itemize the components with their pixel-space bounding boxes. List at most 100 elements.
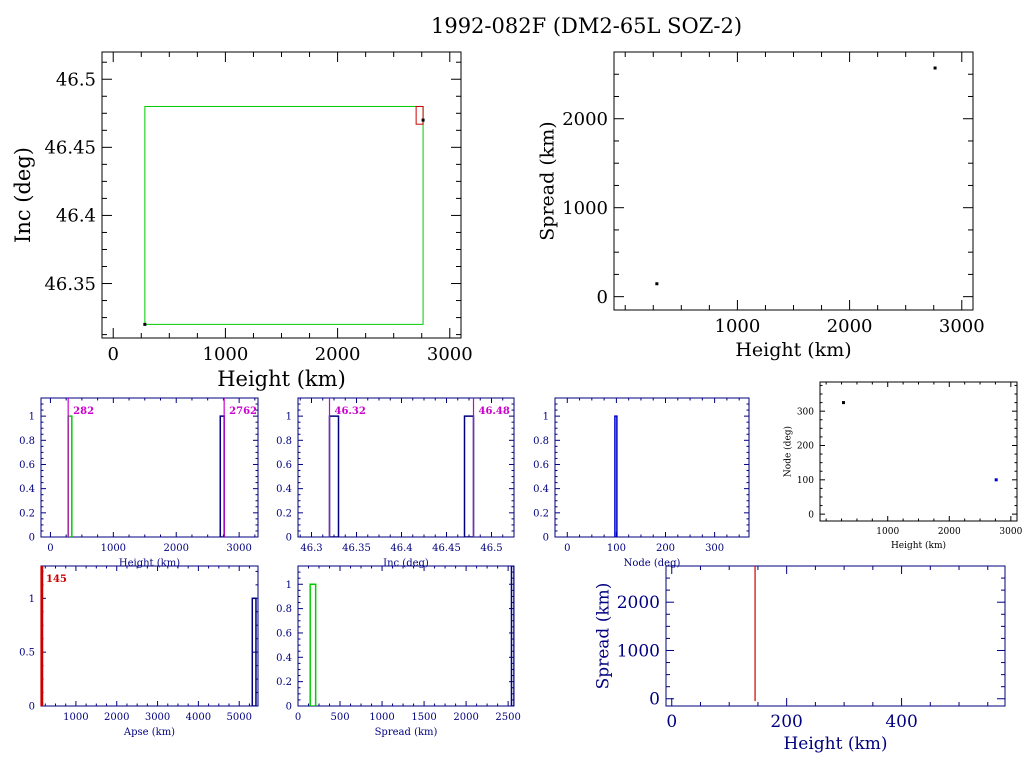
x-tick-label: 3000 bbox=[145, 712, 170, 723]
y-tick-label: 0.2 bbox=[276, 508, 292, 519]
data-marks bbox=[614, 415, 618, 537]
x-tick-label: 3000 bbox=[939, 316, 985, 337]
x-tick-label: 46.45 bbox=[432, 543, 461, 554]
chart-hist-spread: 0 500 1000 1500 2000 2500 0 0.2 0.4 0.6 0.8 1 Spread… bbox=[276, 565, 521, 738]
y-axis-label: Spread (km) bbox=[537, 121, 559, 240]
x-tick-label: 0 bbox=[564, 543, 570, 554]
plot-frame bbox=[819, 381, 1018, 522]
x-tick-label: 1000 bbox=[715, 316, 761, 337]
y-tick-label: 0.4 bbox=[533, 484, 549, 495]
x-tick-label: 300 bbox=[705, 543, 724, 554]
x-tick-label: 3000 bbox=[427, 344, 473, 365]
x-tick-label: 1000 bbox=[876, 527, 899, 537]
x-tick-label: 1000 bbox=[369, 712, 394, 723]
y-tick-label: 1 bbox=[286, 412, 292, 423]
hist-bar bbox=[251, 597, 257, 706]
x-tick-label: 1000 bbox=[63, 712, 88, 723]
y-tick-label: 1 bbox=[29, 594, 35, 605]
x-tick-label: 4000 bbox=[186, 712, 211, 723]
y-tick-label: 1 bbox=[543, 412, 549, 423]
chart-node-height: 1000 2000 3000 0 100 200 300 Height (km) Node (d… bbox=[783, 381, 1023, 551]
page-title: 1992-082F (DM2-65L SOZ-2) bbox=[430, 14, 743, 38]
x-tick-label: 1000 bbox=[101, 543, 126, 554]
x-tick-label: 46.5 bbox=[480, 543, 502, 554]
data-marks bbox=[328, 415, 475, 537]
x-axis-label: Node (deg) bbox=[624, 558, 681, 569]
hist-bar bbox=[463, 415, 475, 537]
x-tick-label: 0 bbox=[107, 344, 118, 365]
y-tick-label: 46.45 bbox=[44, 138, 96, 159]
x-tick-label: 400 bbox=[885, 712, 917, 732]
data-marks bbox=[842, 401, 998, 482]
y-axis-label: Node (deg) bbox=[783, 426, 794, 477]
range-box bbox=[415, 105, 424, 125]
x-tick-label: 1000 bbox=[203, 344, 249, 365]
y-tick-label: 300 bbox=[797, 407, 814, 417]
chart-hist-height: 0 1000 2000 3000 0 0.2 0.4 0.6 0.8 1 Height (km) 28… bbox=[19, 397, 259, 569]
y-tick-label: 1000 bbox=[617, 641, 660, 661]
y-tick-label: 0 bbox=[29, 533, 35, 544]
x-axis-label: Height (km) bbox=[783, 734, 887, 754]
plot-frame bbox=[297, 565, 515, 707]
data-marks bbox=[41, 566, 257, 706]
x-tick-label: 200 bbox=[656, 543, 675, 554]
y-tick-label: 46.35 bbox=[44, 274, 96, 295]
x-tick-label: 200 bbox=[770, 712, 802, 732]
chart-hist-inc: 46.3 46.35 46.4 46.45 46.5 0 0.2 0.4 0.6 0.8 1 Inc … bbox=[276, 397, 515, 569]
range-box bbox=[144, 105, 424, 325]
y-tick-label: 0.5 bbox=[19, 648, 35, 659]
x-tick-label: 2000 bbox=[104, 712, 129, 723]
y-tick-label: 0 bbox=[543, 533, 549, 544]
y-tick-label: 0.8 bbox=[19, 436, 35, 447]
x-axis-label: Apse (km) bbox=[123, 727, 175, 738]
data-marks bbox=[143, 105, 425, 326]
x-tick-label: 2000 bbox=[827, 316, 873, 337]
y-tick-label: 1 bbox=[286, 580, 292, 591]
x-axis-label: Height (km) bbox=[119, 558, 180, 569]
data-marks bbox=[67, 415, 225, 537]
x-tick-label: 46.3 bbox=[300, 543, 322, 554]
y-tick-label: 0 bbox=[808, 510, 814, 520]
x-axis-label: Height (km) bbox=[735, 339, 851, 361]
chart-inc-height: 0 1000 2000 3000 46.35 46.4 46.45 46.5 Height (k… bbox=[11, 51, 473, 391]
y-tick-label: 0.6 bbox=[276, 628, 292, 639]
y-tick-label: 0 bbox=[286, 702, 292, 713]
y-axis-label: Inc (deg) bbox=[11, 147, 35, 243]
x-tick-label: 100 bbox=[607, 543, 626, 554]
data-point bbox=[421, 118, 425, 122]
y-tick-label: 0.8 bbox=[533, 436, 549, 447]
y-tick-label: 2000 bbox=[562, 109, 608, 130]
y-tick-label: 0.8 bbox=[276, 436, 292, 447]
y-tick-label: 100 bbox=[797, 476, 814, 486]
marker-label: 145 bbox=[46, 574, 67, 585]
marker-label: 2762 bbox=[229, 406, 257, 417]
data-point bbox=[655, 282, 659, 286]
y-tick-label: 1 bbox=[29, 412, 35, 423]
data-point bbox=[143, 322, 147, 326]
hist-bar bbox=[510, 566, 514, 706]
x-axis-label: Height (km) bbox=[891, 540, 946, 551]
y-tick-label: 200 bbox=[797, 442, 814, 452]
plot-frame bbox=[554, 397, 750, 538]
y-tick-label: 0.6 bbox=[533, 460, 549, 471]
x-tick-label: 2000 bbox=[315, 344, 361, 365]
x-tick-label: 2000 bbox=[453, 712, 478, 723]
x-tick-label: 500 bbox=[330, 712, 349, 723]
y-tick-label: 0.4 bbox=[19, 484, 35, 495]
y-tick-label: 1000 bbox=[562, 198, 608, 219]
y-tick-label: 0.4 bbox=[276, 653, 292, 664]
hist-bar bbox=[328, 415, 340, 537]
x-tick-label: 3000 bbox=[999, 527, 1022, 537]
x-tick-label: 0 bbox=[47, 543, 53, 554]
plot-frame bbox=[40, 565, 259, 707]
marker-label: 46.32 bbox=[335, 406, 366, 417]
marker-label: 46.48 bbox=[479, 406, 510, 417]
x-tick-label: 2000 bbox=[938, 527, 961, 537]
y-tick-label: 0 bbox=[649, 690, 660, 710]
data-point bbox=[842, 401, 846, 405]
y-tick-label: 0.2 bbox=[533, 508, 549, 519]
y-tick-label: 0 bbox=[286, 533, 292, 544]
